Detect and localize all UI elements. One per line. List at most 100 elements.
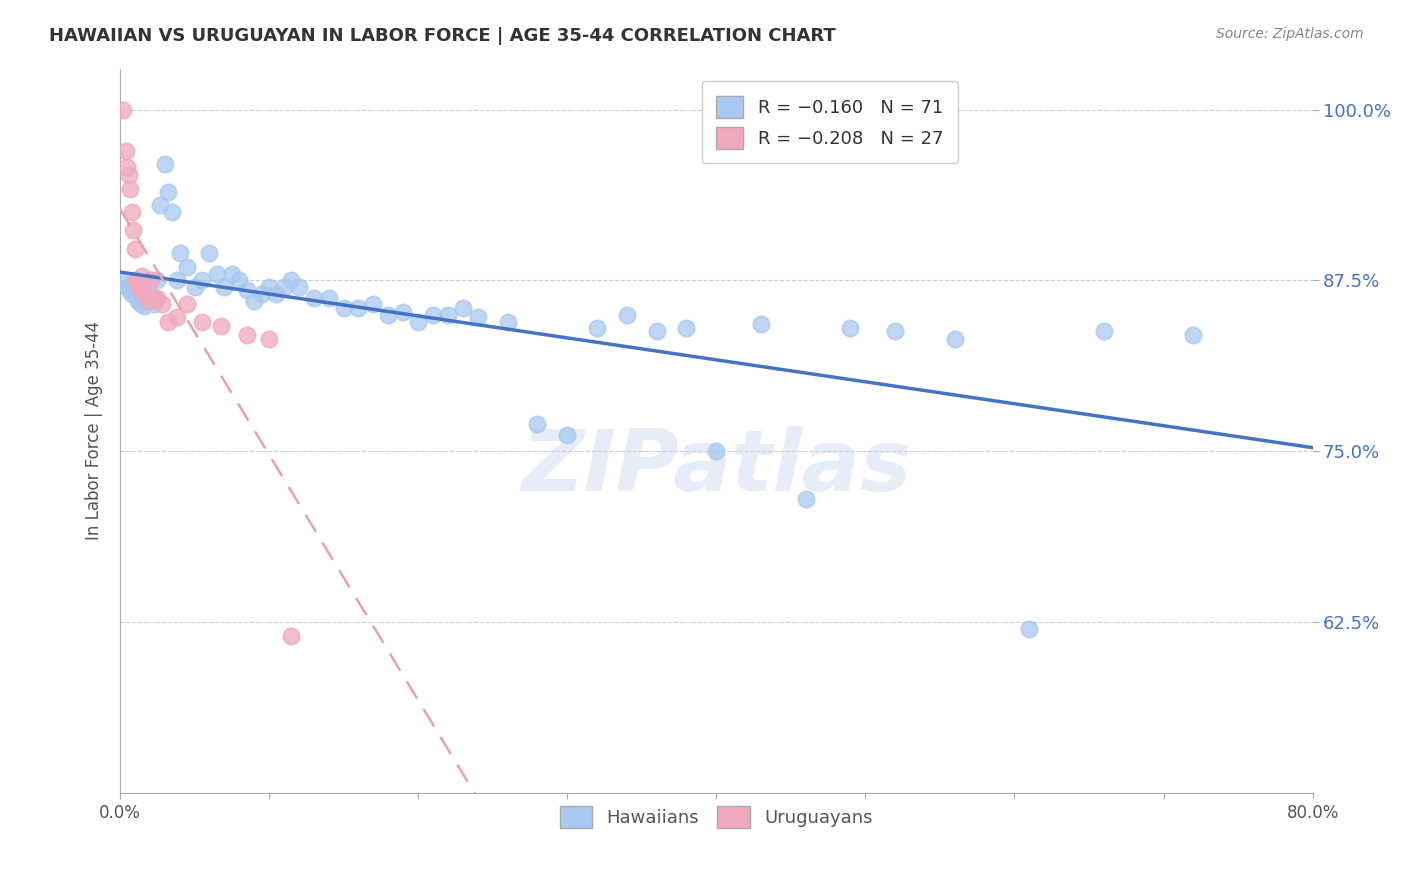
Point (120, 277, 142, 292)
Point (228, 273, 250, 287)
Point (150, 297, 173, 311)
Text: HAWAIIAN VS URUGUAYAN IN LABOR FORCE | AGE 35-44 CORRELATION CHART: HAWAIIAN VS URUGUAYAN IN LABOR FORCE | A… (49, 27, 837, 45)
Point (131, 291, 153, 305)
Point (451, 301, 474, 315)
Point (146, 291, 169, 305)
Point (149, 198, 172, 212)
Point (124, 285, 146, 300)
Point (156, 185, 179, 199)
Point (288, 280, 311, 294)
Point (136, 293, 159, 308)
Point (884, 324, 907, 338)
Point (749, 318, 772, 332)
Point (114, 273, 136, 287)
Point (214, 280, 236, 294)
Point (363, 297, 385, 311)
Point (332, 301, 354, 315)
Point (134, 287, 156, 301)
Point (122, 280, 145, 294)
Point (257, 332, 280, 346)
Point (117, 280, 139, 294)
Point (235, 283, 257, 297)
Point (131, 269, 153, 284)
Point (1018, 622, 1040, 636)
Point (280, 273, 302, 287)
Legend: Hawaiians, Uruguayans: Hawaiians, Uruguayans (553, 798, 880, 835)
Point (266, 287, 288, 301)
Point (143, 297, 166, 311)
Point (176, 260, 198, 274)
Point (121, 287, 143, 301)
Point (526, 417, 548, 431)
Point (139, 291, 162, 305)
Point (125, 283, 148, 297)
Point (302, 291, 325, 305)
Point (141, 273, 163, 287)
Point (115, 144, 138, 158)
Point (136, 283, 159, 297)
Point (132, 300, 155, 314)
Point (118, 168, 141, 182)
Point (467, 310, 489, 325)
Point (117, 160, 139, 174)
Point (121, 205, 143, 219)
Point (122, 223, 145, 237)
Point (586, 321, 609, 335)
Point (124, 242, 146, 256)
Point (704, 444, 727, 458)
Point (273, 280, 295, 294)
Point (125, 273, 148, 287)
Point (616, 308, 638, 322)
Point (127, 293, 149, 308)
Point (127, 277, 149, 292)
Point (1182, 328, 1205, 343)
Point (129, 297, 152, 311)
Point (143, 291, 166, 305)
Point (496, 314, 519, 328)
Point (183, 280, 205, 294)
Point (191, 273, 214, 287)
Point (943, 332, 966, 346)
Point (392, 305, 415, 319)
Y-axis label: In Labor Force | Age 35-44: In Labor Force | Age 35-44 (86, 321, 103, 541)
Point (128, 287, 150, 301)
Point (153, 157, 176, 171)
Point (156, 314, 179, 328)
Text: Source: ZipAtlas.com: Source: ZipAtlas.com (1216, 27, 1364, 41)
Point (437, 308, 460, 322)
Point (243, 293, 266, 308)
Point (422, 308, 444, 322)
Point (205, 267, 228, 281)
Text: ZIPatlas: ZIPatlas (522, 425, 911, 508)
Point (406, 314, 429, 328)
Point (318, 291, 340, 305)
Point (166, 310, 188, 325)
Point (191, 314, 214, 328)
Point (675, 321, 697, 335)
Point (794, 492, 817, 507)
Point (118, 283, 141, 297)
Point (1092, 324, 1115, 338)
Point (141, 273, 163, 287)
Point (160, 205, 183, 219)
Point (135, 293, 157, 308)
Point (839, 321, 862, 335)
Point (221, 267, 243, 281)
Point (555, 428, 578, 442)
Point (347, 301, 370, 315)
Point (166, 273, 188, 287)
Point (250, 287, 273, 301)
Point (257, 280, 280, 294)
Point (128, 280, 150, 294)
Point (142, 293, 165, 308)
Point (169, 246, 191, 260)
Point (198, 246, 221, 260)
Point (134, 280, 156, 294)
Point (209, 318, 232, 333)
Point (120, 182, 142, 196)
Point (280, 629, 302, 643)
Point (146, 273, 169, 287)
Point (645, 324, 668, 338)
Point (377, 308, 399, 322)
Point (235, 328, 257, 343)
